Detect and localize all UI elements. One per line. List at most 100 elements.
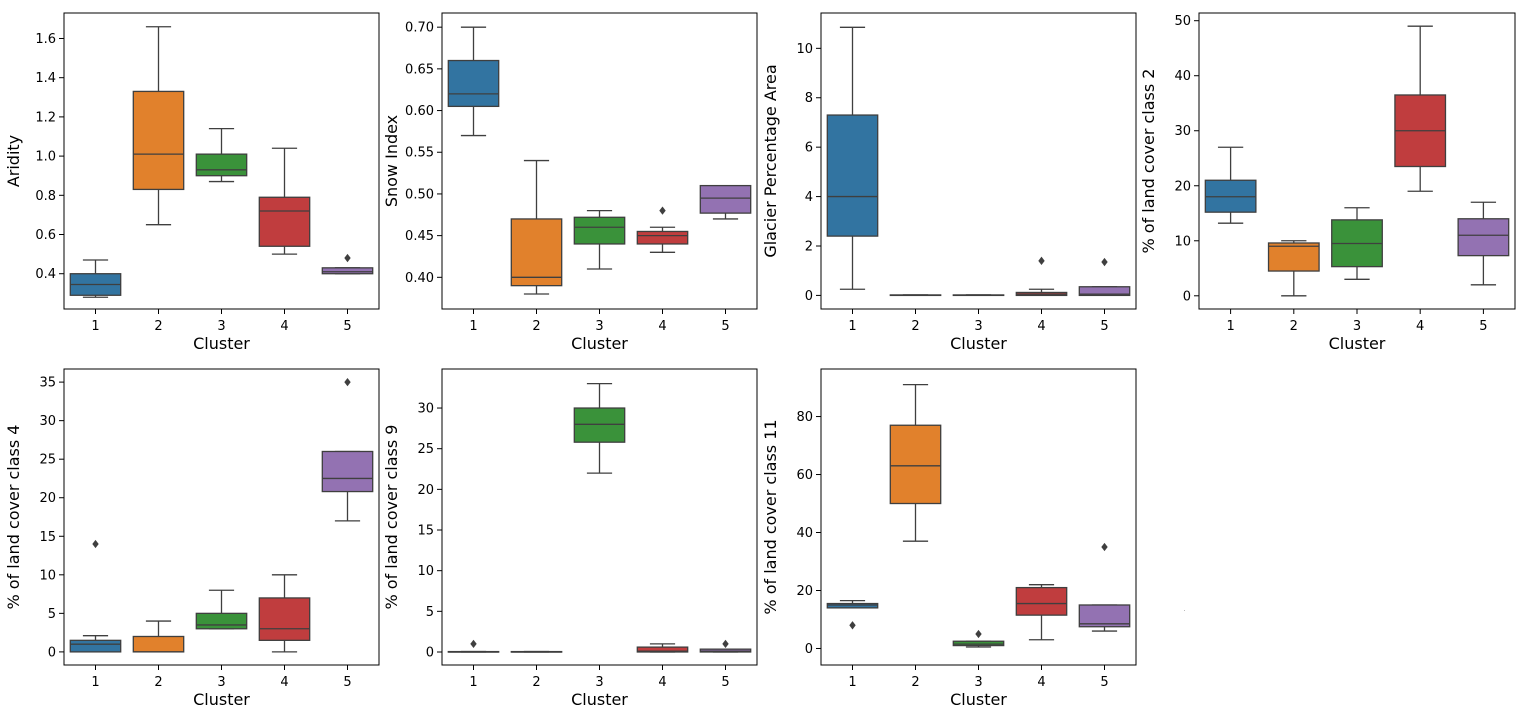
y-tick-label: 20: [1174, 179, 1191, 194]
subplot-4: 0 10 20 30 40 50 1 2 3 4 5 Cluster % of land cover c…: [1139, 12, 1516, 353]
box-cluster-1: [69, 539, 122, 653]
y-tick-label: 8: [805, 91, 813, 106]
iqr-box: [636, 646, 689, 653]
x-tick-label: 5: [1100, 675, 1108, 690]
box-cluster-4: [1015, 584, 1068, 641]
box-cluster-1: [447, 26, 500, 137]
y-tick-label: 0.60: [405, 104, 434, 119]
box-cluster-3: [952, 629, 1005, 648]
subplot-2: 0.40 0.45 0.50 0.55 0.60 0.65 0.70 1 2 3 4 5 Cluster…: [382, 12, 758, 353]
x-tick-label: 4: [1037, 319, 1045, 334]
box-cluster-4: [636, 206, 689, 253]
x-tick-label: 3: [217, 319, 225, 334]
box-cluster-1: [1204, 146, 1257, 224]
y-tick-label: 10: [1174, 234, 1191, 249]
x-tick-label: 1: [848, 675, 856, 690]
x-tick-label: 5: [343, 675, 351, 690]
iqr-box: [573, 407, 626, 443]
axes-frame: [820, 368, 1137, 666]
box-cluster-3: [573, 209, 626, 270]
box-cluster-1: [447, 639, 500, 653]
box-cluster-1: [826, 26, 879, 290]
axes-frame: [441, 12, 758, 310]
x-tick-label: 1: [469, 675, 477, 690]
y-tick-label: 60: [796, 468, 813, 483]
outlier-point: [1101, 542, 1108, 552]
x-tick-label: 5: [721, 675, 729, 690]
x-tick-label: 2: [532, 319, 540, 334]
y-tick-label: 5: [48, 607, 56, 622]
y-tick-label: 10: [39, 568, 56, 583]
box-cluster-3: [1331, 207, 1383, 280]
x-axis-label: Cluster: [193, 334, 250, 353]
iqr-box: [889, 424, 942, 505]
y-tick-label: 30: [1174, 124, 1191, 139]
x-tick-label: 2: [154, 319, 162, 334]
x-tick-label: 3: [595, 675, 603, 690]
subplot-6: 0 5 10 15 20 25 30 1 2 3 4 5 Cluster % of land cover …: [382, 368, 758, 709]
outlier-point: [92, 539, 99, 549]
iqr-box: [826, 114, 879, 237]
y-tick-label: 40: [1174, 69, 1191, 84]
box-cluster-1: [69, 259, 122, 298]
y-tick-label: 25: [417, 442, 434, 457]
outlier-point: [975, 629, 982, 639]
box-cluster-5: [321, 253, 374, 275]
outlier-point: [722, 639, 729, 649]
y-tick-label: 0: [426, 645, 434, 660]
outlier-point: [344, 377, 351, 387]
x-tick-label: 2: [532, 675, 540, 690]
iqr-box: [510, 218, 563, 287]
x-axis-label: Cluster: [571, 690, 628, 709]
y-tick-label: 0.8: [35, 189, 56, 204]
box-cluster-2: [510, 650, 563, 653]
x-tick-label: 1: [91, 319, 99, 334]
box-cluster-2: [889, 384, 942, 542]
y-tick-label: 30: [39, 414, 56, 429]
axes-frame: [441, 368, 758, 666]
y-tick-label: 4: [805, 190, 813, 205]
box-cluster-2: [510, 159, 563, 295]
y-tick-label: 1.0: [35, 150, 56, 165]
y-axis-label: % of land cover class 2: [1139, 69, 1158, 254]
outlier-point: [470, 639, 477, 649]
y-tick-label: 1.6: [35, 32, 56, 47]
x-tick-label: 4: [280, 675, 288, 690]
x-tick-label: 3: [974, 319, 982, 334]
iqr-box: [826, 602, 879, 609]
x-axis-label: Cluster: [950, 334, 1007, 353]
iqr-box: [69, 639, 122, 653]
y-tick-label: 1.4: [35, 71, 56, 86]
iqr-box: [1457, 218, 1510, 257]
box-cluster-5: [699, 184, 752, 220]
y-tick-label: 1.2: [35, 110, 56, 125]
iqr-box: [573, 216, 626, 245]
y-tick-label: 15: [417, 524, 434, 539]
box-cluster-5: [1457, 201, 1510, 286]
x-tick-label: 4: [1416, 319, 1424, 334]
y-tick-label: 0.55: [405, 146, 434, 161]
box-cluster-4: [258, 574, 311, 653]
y-axis-label: Glacier Percentage Area: [761, 64, 780, 257]
x-axis-label: Cluster: [1329, 334, 1386, 353]
outlier-point: [1038, 256, 1045, 265]
axes-frame: [1198, 12, 1516, 310]
y-axis-label: Aridity: [4, 135, 23, 187]
axes-frame: [63, 368, 380, 666]
y-tick-label: 5: [426, 605, 434, 620]
x-tick-label: 4: [658, 675, 666, 690]
x-tick-label: 4: [658, 319, 666, 334]
iqr-box: [132, 635, 185, 653]
box-cluster-4: [258, 147, 311, 255]
x-tick-label: 1: [91, 675, 99, 690]
y-tick-label: 10: [417, 564, 434, 579]
y-tick-label: 0.50: [405, 187, 434, 202]
y-tick-label: 0.45: [405, 229, 434, 244]
y-tick-label: 30: [417, 402, 434, 417]
y-tick-label: 0: [805, 642, 813, 657]
iqr-box: [195, 153, 248, 177]
y-tick-label: 25: [39, 453, 56, 468]
box-cluster-2: [132, 620, 185, 653]
box-cluster-1: [826, 599, 879, 630]
x-tick-label: 5: [721, 319, 729, 334]
